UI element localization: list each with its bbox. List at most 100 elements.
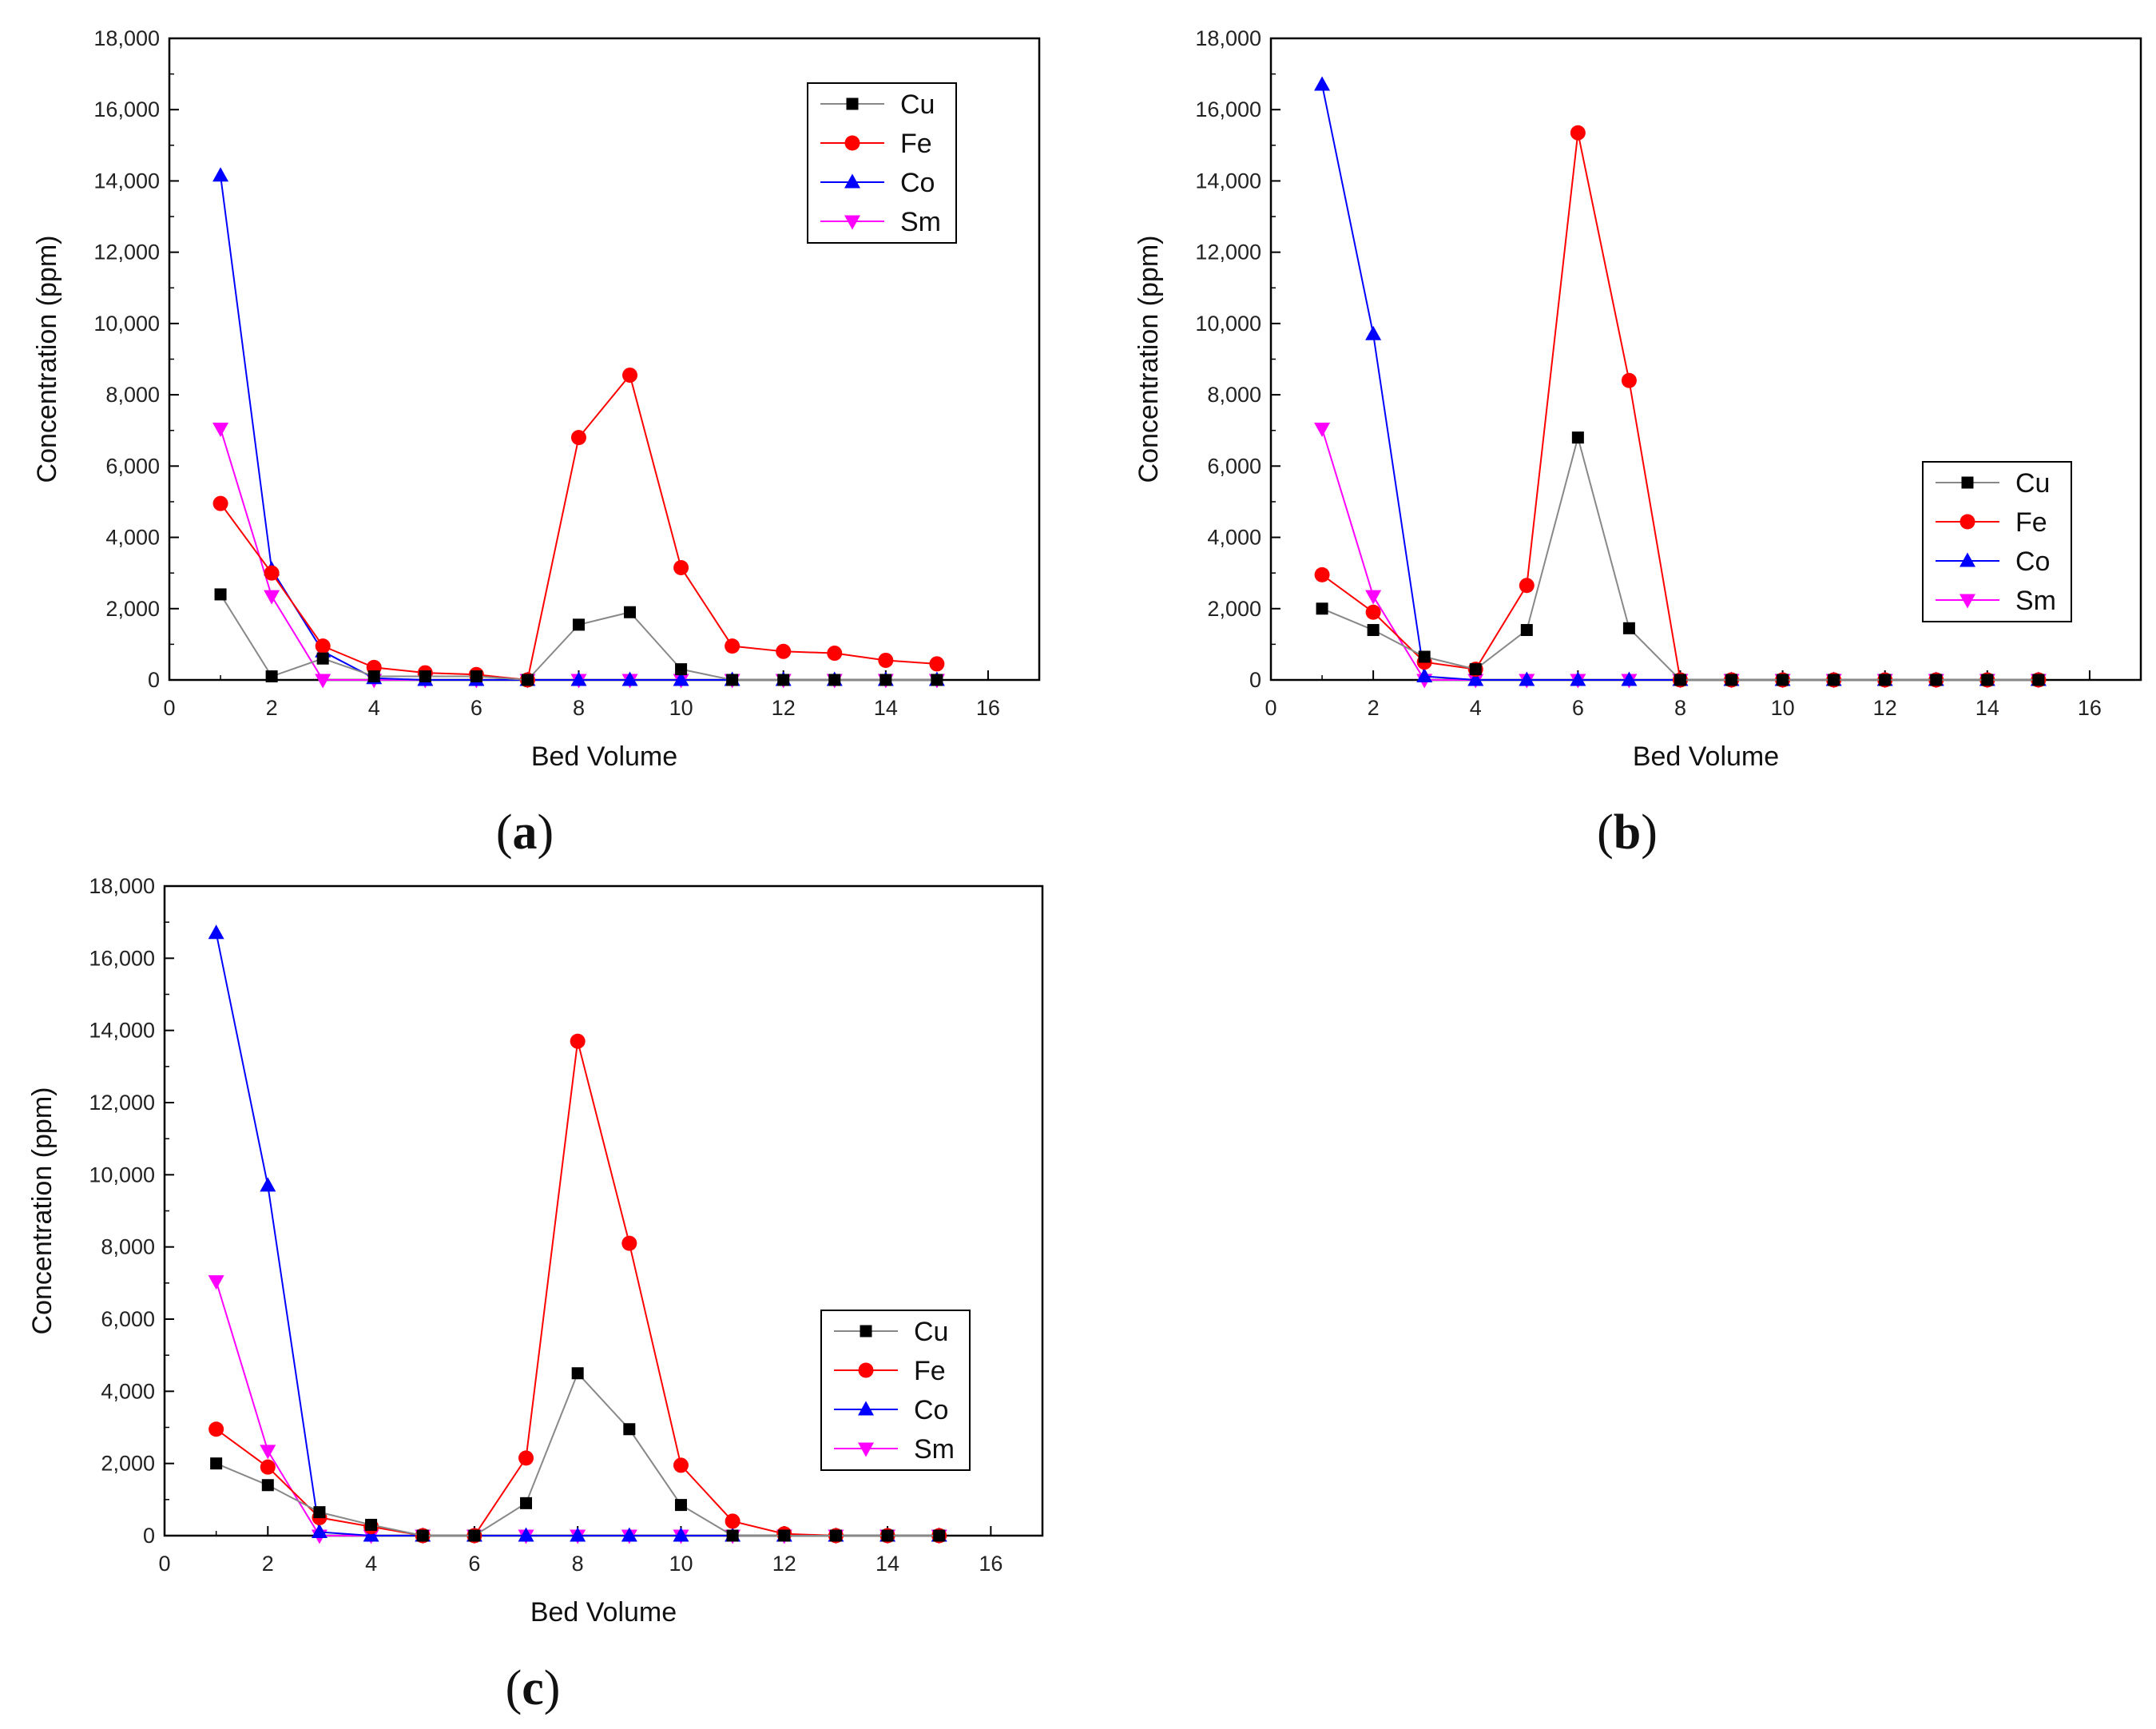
data-point-cu xyxy=(1622,622,1635,634)
data-point-fe xyxy=(1314,566,1330,582)
data-point-co xyxy=(1365,325,1382,340)
y-tick-label: 12,000 xyxy=(1195,240,1261,264)
y-axis-title: Concentration (ppm) xyxy=(1134,236,1164,483)
y-tick-label: 14,000 xyxy=(89,1019,155,1043)
x-tick-label: 0 xyxy=(163,696,175,720)
data-point-sm xyxy=(264,590,280,605)
x-tick-label: 10 xyxy=(1771,696,1795,720)
x-tick-label: 4 xyxy=(1470,696,1482,720)
x-tick-label: 2 xyxy=(262,1552,274,1576)
y-tick-label: 0 xyxy=(1249,668,1261,692)
data-point-cu xyxy=(726,1529,739,1542)
data-point-fe xyxy=(260,1459,276,1475)
y-tick-label: 4,000 xyxy=(1207,526,1261,550)
data-point-cu xyxy=(313,1506,326,1519)
y-tick-label: 10,000 xyxy=(93,312,160,336)
data-point-cu xyxy=(316,652,329,665)
panel-label: (a) xyxy=(496,805,554,860)
data-point-cu xyxy=(572,618,585,631)
legend-box xyxy=(807,82,957,244)
data-point-fe xyxy=(827,646,843,662)
x-tick-label: 8 xyxy=(572,1552,584,1576)
data-point-fe xyxy=(725,638,741,654)
panel-label: (b) xyxy=(1597,805,1658,860)
y-tick-label: 4,000 xyxy=(105,526,160,550)
legend-marker-sm xyxy=(858,1442,874,1457)
y-tick-label: 0 xyxy=(143,1524,155,1548)
data-point-co xyxy=(621,671,638,686)
legend-label-fe: Fe xyxy=(900,129,932,159)
legend-marker-sm xyxy=(1959,594,1975,609)
data-point-co xyxy=(1621,671,1638,686)
series-cu xyxy=(210,1367,946,1542)
data-point-co xyxy=(570,1527,586,1542)
x-tick-label: 14 xyxy=(876,1552,899,1576)
panel-label: (c) xyxy=(506,1661,561,1715)
data-point-co xyxy=(1467,671,1484,686)
chart-panel-a: 0 2,000 4,000 6,000 8,000 10,000 12,000 14,000 1… xyxy=(32,26,1041,860)
data-point-fe xyxy=(673,559,689,575)
x-tick-label: 0 xyxy=(158,1552,170,1576)
data-point-cu xyxy=(265,670,278,683)
data-point-co xyxy=(260,1177,276,1192)
data-point-fe xyxy=(1570,125,1586,141)
data-point-cu xyxy=(1981,674,1994,686)
data-point-fe xyxy=(622,368,638,384)
data-point-cu xyxy=(2032,674,2045,686)
data-point-fe xyxy=(929,656,945,672)
legend-label-cu: Cu xyxy=(2015,468,2050,499)
data-point-cu xyxy=(210,1457,223,1470)
legend: Cu Fe Co Sm xyxy=(820,1310,971,1471)
x-tick-label: 4 xyxy=(368,696,380,720)
data-point-fe xyxy=(208,1421,224,1437)
data-point-cu xyxy=(675,663,688,676)
data-point-cu xyxy=(674,1499,687,1512)
x-axis-title: Bed Volume xyxy=(530,1597,677,1628)
y-tick-label: 0 xyxy=(148,668,160,692)
y-tick-label: 4,000 xyxy=(101,1379,155,1403)
x-tick-label: 10 xyxy=(669,1552,693,1576)
y-tick-label: 6,000 xyxy=(101,1307,155,1331)
data-point-co xyxy=(363,1527,379,1542)
data-point-cu xyxy=(214,588,227,601)
x-tick-label: 14 xyxy=(1975,696,1999,720)
legend-label-sm: Sm xyxy=(914,1434,955,1465)
y-tick-label: 18,000 xyxy=(93,26,160,50)
data-point-cu xyxy=(777,674,790,686)
data-point-sm xyxy=(208,1275,224,1290)
data-point-cu xyxy=(1571,431,1584,444)
legend-box xyxy=(1922,461,2072,622)
y-tick-label: 10,000 xyxy=(1195,312,1261,336)
legend-label-cu: Cu xyxy=(914,1317,948,1347)
data-point-cu xyxy=(778,1529,791,1542)
x-axis-title: Bed Volume xyxy=(1633,741,1779,772)
x-tick-label: 16 xyxy=(976,696,1000,720)
data-point-sm xyxy=(260,1445,276,1460)
data-point-sm xyxy=(1365,590,1382,605)
y-tick-label: 16,000 xyxy=(1195,97,1261,121)
y-tick-label: 8,000 xyxy=(105,383,160,407)
data-point-co xyxy=(1570,671,1586,686)
data-point-co xyxy=(311,1523,328,1538)
data-point-cu xyxy=(1879,674,1892,686)
data-point-cu xyxy=(624,606,637,618)
data-point-co xyxy=(212,167,229,182)
data-point-sm xyxy=(315,674,332,689)
data-point-cu xyxy=(931,674,943,686)
chart-panel-c: 0 2,000 4,000 6,000 8,000 10,000 12,000 14,000 1… xyxy=(27,874,1044,1715)
data-point-cu xyxy=(367,670,380,683)
data-point-cu xyxy=(726,674,739,686)
legend-marker-fe xyxy=(1959,514,1975,530)
data-point-fe xyxy=(212,495,228,511)
legend-label-co: Co xyxy=(2015,547,2050,577)
data-point-cu xyxy=(1418,650,1431,663)
y-tick-label: 8,000 xyxy=(101,1235,155,1259)
y-tick-label: 16,000 xyxy=(89,946,155,970)
legend-marker-fe xyxy=(844,135,860,151)
data-point-sm xyxy=(212,422,229,437)
data-point-co xyxy=(208,924,224,940)
data-point-fe xyxy=(1519,578,1535,594)
data-point-cu xyxy=(520,1496,533,1509)
data-point-co xyxy=(518,1527,534,1542)
y-tick-label: 12,000 xyxy=(89,1091,155,1115)
